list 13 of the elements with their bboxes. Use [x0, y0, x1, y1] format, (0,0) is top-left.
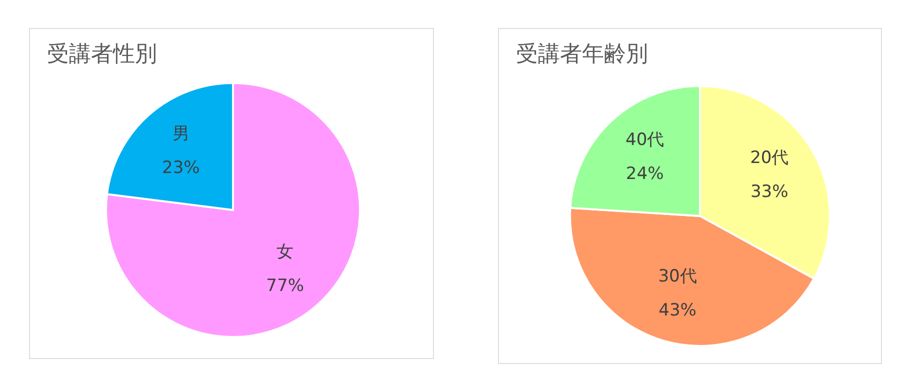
slice-label: 30代	[658, 266, 697, 286]
data-label: 33%	[750, 182, 788, 202]
data-label: 43%	[658, 300, 696, 320]
chart-title: 受講者年齢別	[516, 42, 648, 67]
slice-label: 女	[276, 242, 294, 262]
slice-label: 20代	[750, 148, 789, 168]
slice-label: 男	[172, 124, 190, 144]
slice-label: 40代	[626, 130, 664, 150]
data-label: 77%	[266, 276, 304, 296]
chart-title: 受講者性別	[47, 42, 157, 67]
pie-slice	[105, 82, 361, 338]
data-label: 24%	[626, 164, 664, 184]
data-label: 23%	[162, 158, 200, 178]
